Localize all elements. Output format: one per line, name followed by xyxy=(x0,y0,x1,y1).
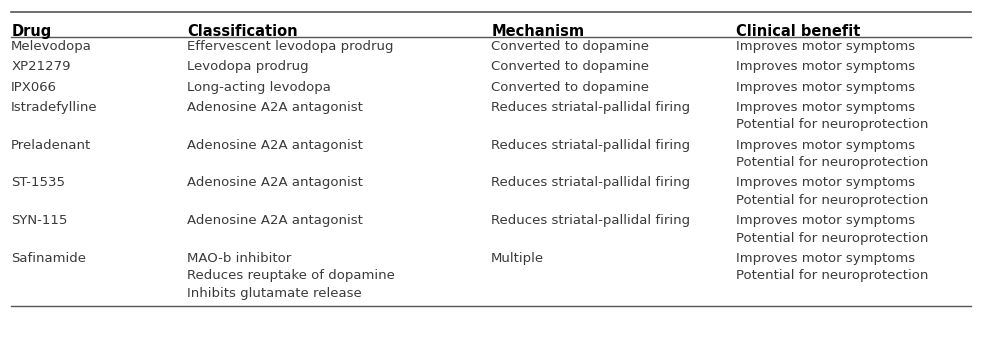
Text: MAO-b inhibitor: MAO-b inhibitor xyxy=(188,252,291,265)
Text: Inhibits glutamate release: Inhibits glutamate release xyxy=(188,287,362,300)
Text: Adenosine A2A antagonist: Adenosine A2A antagonist xyxy=(188,101,363,114)
Text: Improves motor symptoms: Improves motor symptoms xyxy=(736,101,915,114)
Text: Levodopa prodrug: Levodopa prodrug xyxy=(188,61,309,73)
Text: Improves motor symptoms: Improves motor symptoms xyxy=(736,252,915,265)
Text: Adenosine A2A antagonist: Adenosine A2A antagonist xyxy=(188,176,363,189)
Text: Preladenant: Preladenant xyxy=(11,139,92,152)
Text: Potential for neuroprotection: Potential for neuroprotection xyxy=(736,270,928,283)
Text: Improves motor symptoms: Improves motor symptoms xyxy=(736,81,915,94)
Text: XP21279: XP21279 xyxy=(11,61,71,73)
Text: SYN-115: SYN-115 xyxy=(11,214,68,227)
Text: Effervescent levodopa prodrug: Effervescent levodopa prodrug xyxy=(188,40,394,53)
Text: Multiple: Multiple xyxy=(491,252,544,265)
Text: Mechanism: Mechanism xyxy=(491,24,584,39)
Text: Reduces striatal-pallidal firing: Reduces striatal-pallidal firing xyxy=(491,101,690,114)
Text: Drug: Drug xyxy=(11,24,51,39)
Text: Improves motor symptoms: Improves motor symptoms xyxy=(736,61,915,73)
Text: Classification: Classification xyxy=(188,24,298,39)
Text: Potential for neuroprotection: Potential for neuroprotection xyxy=(736,194,928,207)
Text: Improves motor symptoms: Improves motor symptoms xyxy=(736,40,915,53)
Text: Adenosine A2A antagonist: Adenosine A2A antagonist xyxy=(188,214,363,227)
Text: Converted to dopamine: Converted to dopamine xyxy=(491,61,649,73)
Text: Potential for neuroprotection: Potential for neuroprotection xyxy=(736,156,928,169)
Text: Long-acting levodopa: Long-acting levodopa xyxy=(188,81,332,94)
Text: Potential for neuroprotection: Potential for neuroprotection xyxy=(736,232,928,245)
Text: ST-1535: ST-1535 xyxy=(11,176,65,189)
Text: Improves motor symptoms: Improves motor symptoms xyxy=(736,139,915,152)
Text: Improves motor symptoms: Improves motor symptoms xyxy=(736,176,915,189)
Text: Converted to dopamine: Converted to dopamine xyxy=(491,81,649,94)
Text: Istradefylline: Istradefylline xyxy=(11,101,97,114)
Text: Potential for neuroprotection: Potential for neuroprotection xyxy=(736,118,928,131)
Text: IPX066: IPX066 xyxy=(11,81,57,94)
Text: Reduces reuptake of dopamine: Reduces reuptake of dopamine xyxy=(188,270,396,283)
Text: Melevodopa: Melevodopa xyxy=(11,40,92,53)
Text: Safinamide: Safinamide xyxy=(11,252,87,265)
Text: Improves motor symptoms: Improves motor symptoms xyxy=(736,214,915,227)
Text: Converted to dopamine: Converted to dopamine xyxy=(491,40,649,53)
Text: Adenosine A2A antagonist: Adenosine A2A antagonist xyxy=(188,139,363,152)
Text: Reduces striatal-pallidal firing: Reduces striatal-pallidal firing xyxy=(491,176,690,189)
Text: Clinical benefit: Clinical benefit xyxy=(736,24,860,39)
Text: Reduces striatal-pallidal firing: Reduces striatal-pallidal firing xyxy=(491,139,690,152)
Text: Reduces striatal-pallidal firing: Reduces striatal-pallidal firing xyxy=(491,214,690,227)
